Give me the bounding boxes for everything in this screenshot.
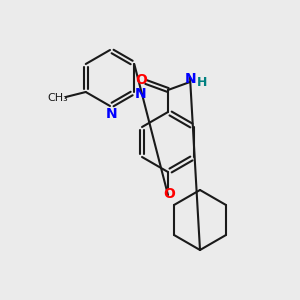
Text: O: O bbox=[163, 187, 175, 201]
Text: N: N bbox=[106, 107, 118, 121]
Text: N: N bbox=[185, 72, 197, 86]
Text: N: N bbox=[134, 87, 146, 101]
Text: O: O bbox=[135, 73, 147, 87]
Text: H: H bbox=[197, 76, 207, 88]
Text: CH₃: CH₃ bbox=[47, 93, 68, 103]
